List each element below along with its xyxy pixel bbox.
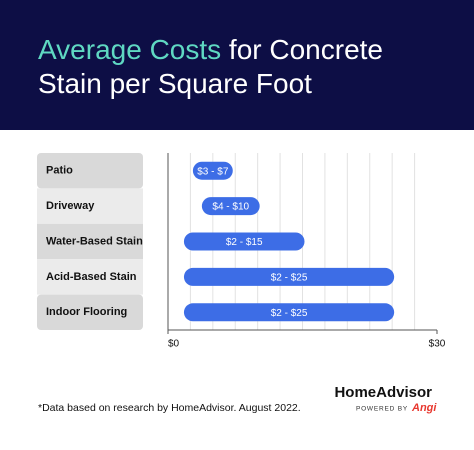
value-label: $3 - $7	[197, 166, 229, 177]
value-label: $2 - $15	[226, 237, 263, 248]
chart-title: Average Costs for Concrete Stain per Squ…	[38, 33, 438, 101]
value-label: $4 - $10	[212, 202, 249, 213]
chart: *Data based on research by HomeAdvisor. …	[37, 153, 446, 414]
category-box	[37, 294, 143, 330]
category-box	[37, 153, 143, 189]
brand-name: HomeAdvisor	[334, 384, 432, 401]
category-label: Water-Based Stain	[46, 235, 143, 247]
range-bar	[183, 232, 305, 251]
category-box	[37, 259, 143, 295]
x-tick-label: $0	[168, 339, 180, 350]
category-label: Driveway	[46, 200, 95, 212]
category-box	[37, 223, 143, 260]
value-label: $2 - $25	[271, 308, 308, 319]
title-rest: for Concrete Stain per Square Foot	[38, 34, 383, 99]
x-tick-label: $30	[429, 339, 446, 350]
category-label: Indoor Flooring	[46, 306, 127, 318]
value-label: $2 - $25	[271, 273, 308, 284]
range-bar	[192, 161, 233, 180]
category-box	[37, 188, 143, 224]
brand-partner: Angi	[411, 402, 437, 414]
brand-powered-by: POWERED BY	[356, 406, 408, 413]
range-bar	[183, 267, 395, 286]
range-bar	[201, 197, 260, 216]
category-label: Acid-Based Stain	[46, 271, 137, 283]
range-bar	[183, 303, 395, 322]
category-label: Patio	[46, 165, 73, 177]
title-highlight: Average Costs	[38, 34, 222, 65]
footnote: *Data based on research by HomeAdvisor. …	[38, 402, 301, 414]
header: Average Costs for Concrete Stain per Squ…	[0, 0, 474, 130]
